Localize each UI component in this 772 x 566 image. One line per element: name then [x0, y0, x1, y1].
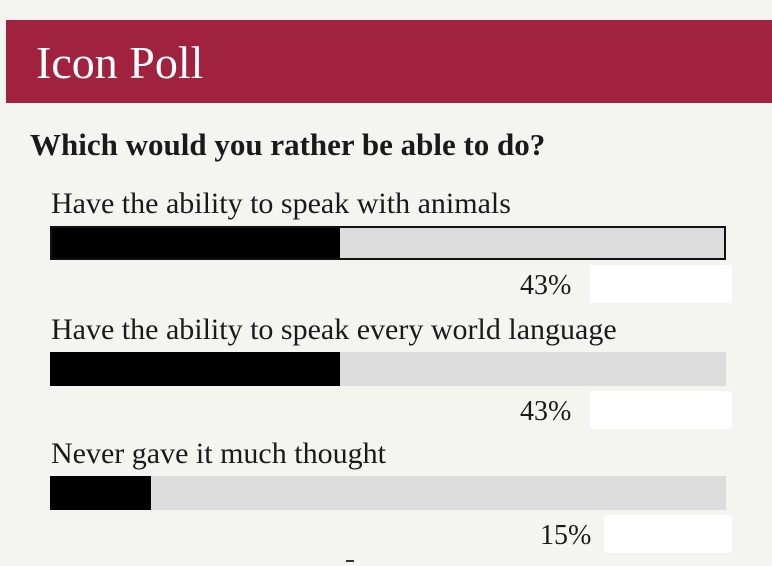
poll-question: Which would you rather be able to do? — [30, 127, 546, 162]
option-bar-fill — [50, 476, 151, 510]
option-percent: 43% — [520, 270, 572, 301]
option-bar[interactable] — [50, 226, 726, 260]
poll-option-animals[interactable]: Have the ability to speak with animals 4… — [50, 186, 732, 306]
percent-background — [604, 515, 732, 553]
option-bar-fill — [50, 352, 340, 386]
option-label: Never gave it much thought — [51, 437, 386, 470]
option-label: Have the ability to speak with animals — [51, 187, 511, 220]
option-bar[interactable] — [50, 352, 726, 386]
poll-title: Icon Poll — [36, 37, 204, 88]
poll-header: Icon Poll — [6, 20, 772, 103]
percent-background — [590, 265, 732, 303]
poll-option-languages[interactable]: Have the ability to speak every world la… — [50, 312, 732, 432]
option-bar-fill — [52, 228, 340, 258]
option-percent: 15% — [540, 520, 592, 551]
option-bar[interactable] — [50, 476, 726, 510]
poll-option-no-thought[interactable]: Never gave it much thought 15% — [50, 436, 732, 556]
option-label: Have the ability to speak every world la… — [51, 313, 617, 346]
option-percent: 43% — [520, 396, 572, 427]
divider-mark — [346, 560, 354, 562]
percent-background — [590, 391, 732, 429]
